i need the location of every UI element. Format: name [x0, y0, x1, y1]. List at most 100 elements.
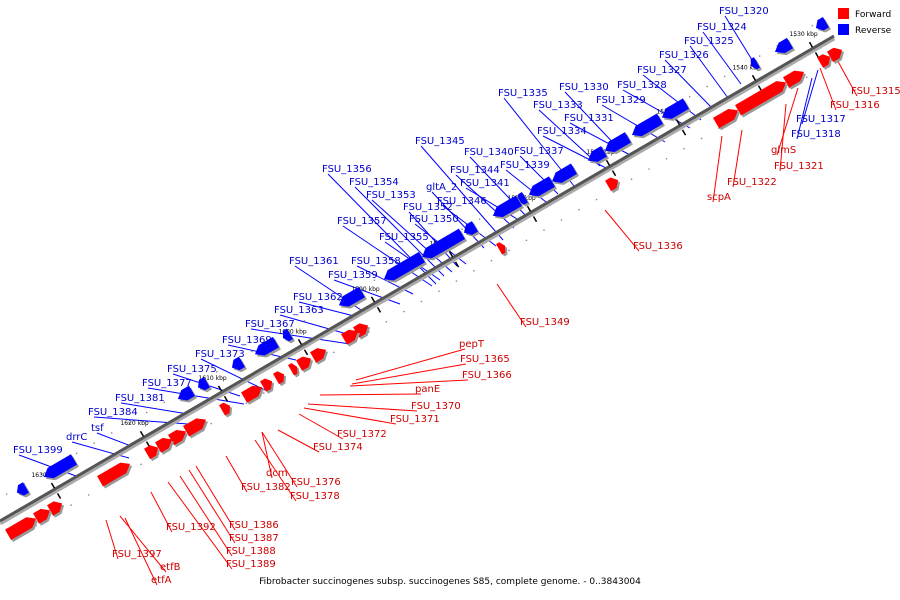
- forward-leader-line: [355, 348, 466, 381]
- reverse-gene-label: FSU_1352: [403, 202, 453, 213]
- forward-leader-line: [167, 481, 233, 570]
- gene-features: [5, 16, 845, 543]
- forward-leader-line: [119, 515, 167, 573]
- legend-forward-label: Forward: [855, 10, 891, 20]
- reverse-gene-arrow: [43, 454, 77, 479]
- reverse-gene-label: FSU_1331: [564, 113, 614, 124]
- reverse-leader-line: [342, 225, 433, 287]
- reverse-gene-arrow: [197, 376, 210, 391]
- scale-dot: [333, 351, 335, 354]
- backbone-line: [0, 34, 835, 523]
- reverse-gene-arrow: [587, 146, 607, 162]
- scale-dot: [163, 401, 166, 404]
- reverse-leader-line: [801, 69, 819, 125]
- reverse-gene-label: FSU_1325: [684, 36, 734, 47]
- scale-dot: [5, 493, 8, 495]
- reverse-gene-arrow: [750, 57, 760, 70]
- reverse-gene-label: FSU_1399: [13, 445, 63, 456]
- kbp-tick-mark: [605, 159, 611, 166]
- scale-dot: [648, 168, 650, 170]
- forward-gene-arrow: [144, 445, 159, 460]
- forward-leader-line: [298, 413, 344, 440]
- scale-dot: [303, 320, 306, 322]
- forward-leader-line: [819, 67, 837, 111]
- reverse-gene-arrow: [774, 37, 793, 54]
- forward-gene-label: FSU_1376: [291, 477, 341, 488]
- genome-caption: Fibrobacter succinogenes subsp. succinog…: [259, 577, 641, 587]
- forward-gene-label: FSU_1366: [462, 370, 512, 381]
- gene-labels: FSU_1320 FSU_1324 FSU_1325 FSU_1326 FSU_1327…: [13, 6, 900, 586]
- reverse-leader-line: [622, 89, 691, 129]
- forward-gene-label: dcm: [266, 468, 288, 479]
- forward-gene-label: FSU_1336: [633, 241, 683, 252]
- reverse-gene-label: FSU_1317: [796, 114, 846, 125]
- reverse-gene-label: FSU_1339: [500, 160, 550, 171]
- reverse-gene-label: FSU_1334: [537, 126, 587, 137]
- forward-gene-label: FSU_1382: [241, 482, 291, 493]
- forward-gene-arrow: [735, 81, 787, 116]
- reverse-gene-arrow: [661, 98, 689, 119]
- forward-gene-arrow: [827, 47, 843, 62]
- forward-gene-label: pepT: [459, 339, 485, 350]
- reverse-gene-label: FSU_1369: [222, 335, 272, 346]
- kbp-tick-mark: [56, 492, 62, 499]
- forward-gene-arrow: [5, 517, 37, 541]
- reverse-leader-line: [664, 59, 715, 111]
- reverse-gene-label: FSU_1335: [498, 88, 548, 99]
- reverse-leader-line: [420, 145, 504, 241]
- kbp-tick-mark: [223, 395, 229, 402]
- kbp-tick-label: 1620 kbp: [120, 420, 148, 427]
- reverse-leader-line: [96, 432, 132, 447]
- scale-dot: [438, 290, 440, 293]
- reverse-leader-line: [796, 77, 813, 140]
- scale-dot: [75, 452, 78, 455]
- scale-dot: [128, 421, 131, 424]
- reverse-gene-label: FSU_1340: [464, 147, 514, 158]
- reverse-gene-label: FSU_1324: [697, 22, 747, 33]
- scale-dot: [508, 249, 510, 252]
- reverse-leader-line: [465, 187, 523, 223]
- reverse-gene-label: gltA_2: [426, 182, 457, 193]
- reverse-gene-label: FSU_1346: [437, 196, 487, 207]
- forward-gene-arrow: [605, 177, 619, 192]
- scale-dot: [630, 178, 633, 180]
- kbp-tick-mark: [757, 85, 763, 92]
- forward-leader-line: [712, 135, 723, 203]
- forward-leader-line: [349, 379, 469, 387]
- forward-leader-line: [732, 129, 743, 188]
- label-leader-lines: [18, 15, 858, 586]
- forward-leader-line: [834, 55, 858, 97]
- reverse-gene-label: drrC: [66, 432, 87, 443]
- forward-gene-arrow: [183, 418, 207, 437]
- forward-gene-label: FSU_1387: [229, 533, 279, 544]
- forward-leader-line: [303, 407, 397, 425]
- forward-gene-label: etfA: [151, 575, 172, 586]
- scale-dot: [525, 239, 528, 242]
- kbp-tick-mark: [217, 385, 223, 392]
- forward-gene-label: FSU_1389: [226, 559, 276, 570]
- scale-dot: [40, 472, 43, 475]
- scale-dot: [706, 85, 708, 88]
- forward-gene-arrow: [713, 109, 739, 129]
- forward-gene-arrow: [341, 329, 359, 345]
- forward-gene-label: FSU_1388: [226, 546, 276, 557]
- reverse-gene-label: FSU_1326: [659, 50, 709, 61]
- scale-dot: [403, 310, 405, 313]
- forward-gene-arrow: [496, 242, 506, 255]
- forward-gene-arrow: [817, 54, 831, 68]
- reverse-gene-arrow: [338, 286, 365, 307]
- reverse-leader-line: [371, 199, 453, 273]
- forward-gene-label: FSU_1370: [411, 401, 461, 412]
- reverse-gene-label: FSU_1359: [328, 270, 378, 281]
- reverse-gene-arrow: [282, 328, 293, 342]
- forward-leader-line: [261, 431, 273, 479]
- scale-dot: [490, 259, 493, 262]
- reverse-gene-arrow: [383, 251, 425, 281]
- kbp-tick-mark: [681, 129, 687, 136]
- kbp-tick-mark: [139, 430, 145, 437]
- forward-leader-line: [261, 431, 298, 488]
- forward-leader-line: [277, 429, 320, 453]
- genome-backbone: [0, 24, 843, 527]
- reverse-gene-arrow: [16, 482, 29, 496]
- reverse-gene-arrow: [604, 132, 631, 152]
